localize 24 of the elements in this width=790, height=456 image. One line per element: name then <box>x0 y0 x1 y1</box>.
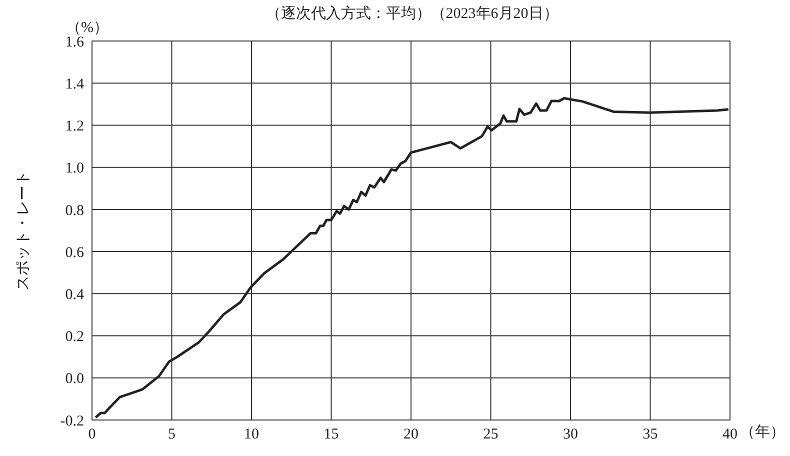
chart-title: （逐次代入方式：平均）（2023年6月20日） <box>266 6 558 22</box>
y-tick-label: 0.6 <box>65 244 84 261</box>
y-tick-label: 1.0 <box>65 160 84 177</box>
x-tick-label: 10 <box>244 426 259 443</box>
y-tick-label: 0.0 <box>65 371 84 388</box>
x-tick-label: 40 <box>722 426 738 443</box>
y-tick-label: 1.4 <box>65 76 84 92</box>
y-tick-label: 0.4 <box>65 286 84 303</box>
x-tick-label: 30 <box>563 426 578 443</box>
text: （%） <box>66 19 108 36</box>
x-tick-label: 15 <box>324 426 339 443</box>
y-tick-label: 1.2 <box>65 118 84 135</box>
y-tick-label: -0.2 <box>60 413 84 430</box>
x-axis-title: （年） <box>740 423 785 440</box>
x-tick-label: 20 <box>404 426 418 443</box>
line-series <box>94 97 730 419</box>
y-tick-label: 0.2 <box>65 329 84 346</box>
x-tick-label: 25 <box>483 426 498 443</box>
y-tick-label: 0.8 <box>65 202 84 219</box>
x-tick-label: 35 <box>642 426 658 443</box>
y-tick-label: 1.6 <box>65 34 84 50</box>
y-axis-title: スポット・レート <box>15 170 32 290</box>
x-tick-label: 0 <box>88 426 96 443</box>
x-tick-label: 5 <box>168 426 176 443</box>
